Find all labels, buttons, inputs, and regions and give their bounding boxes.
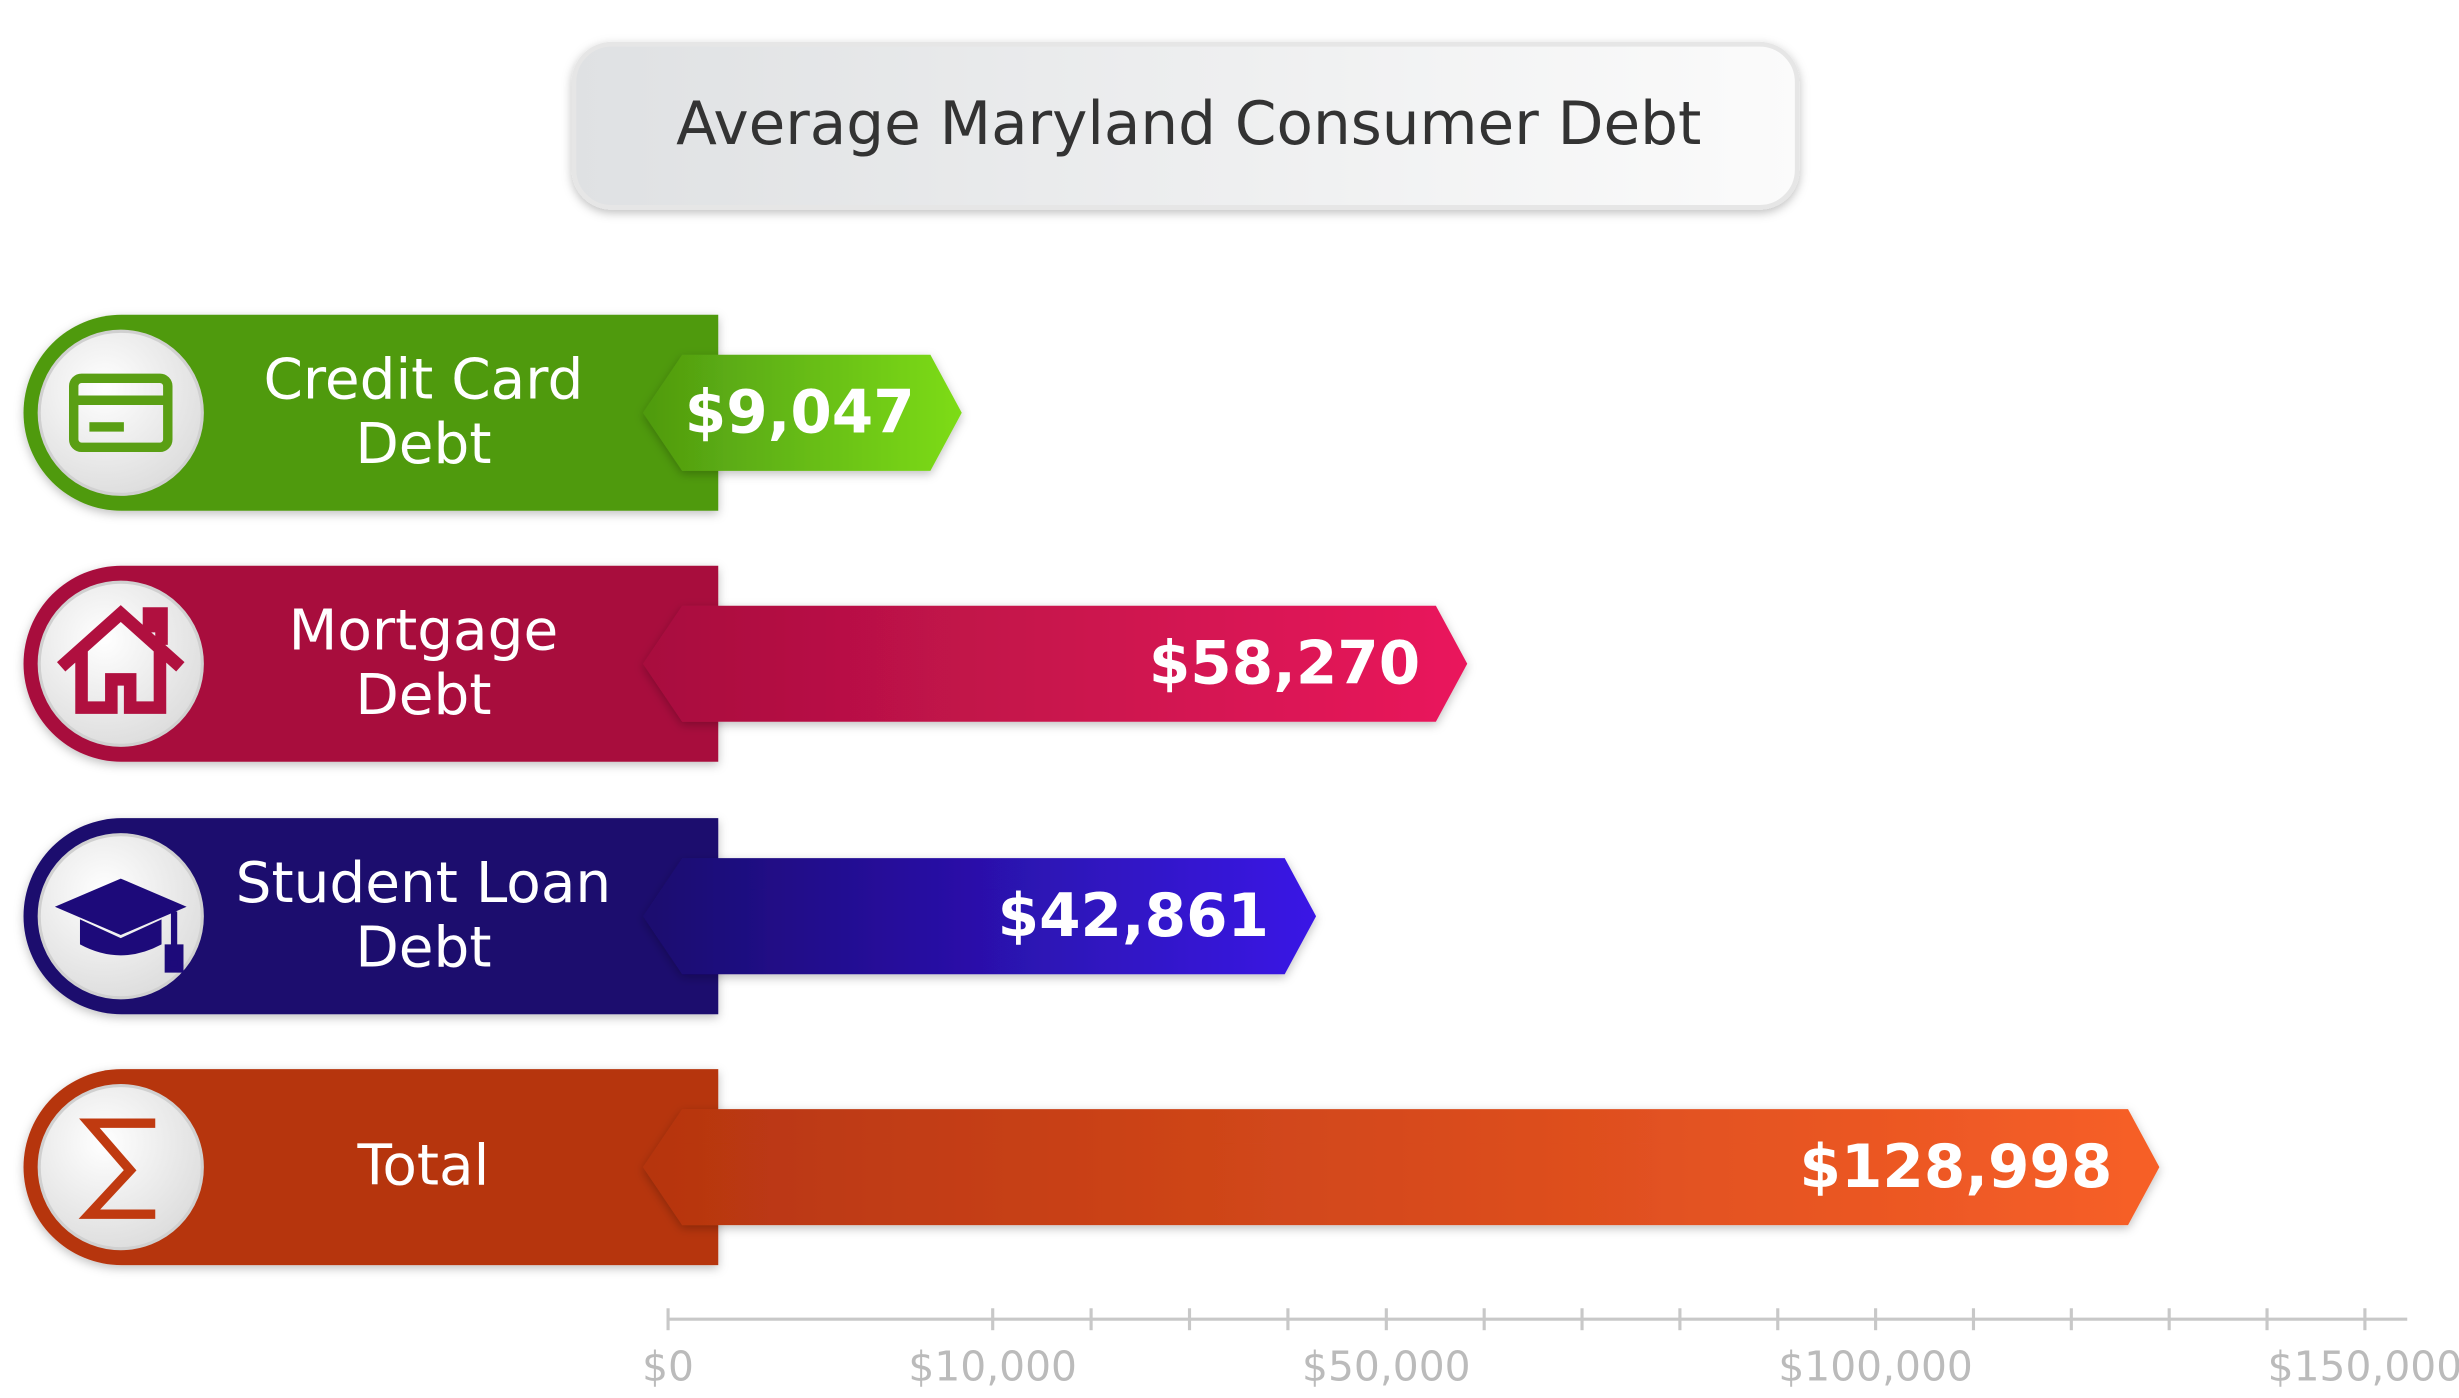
x-tick-label: $10,000 [908, 1342, 1077, 1390]
row: Total $128,998 [23, 1069, 2160, 1266]
chart-title: Average Maryland Consumer Debt [676, 90, 1701, 159]
label-pill [23, 314, 719, 511]
category-box: Credit Card Debt [263, 347, 584, 478]
icon [69, 373, 173, 453]
row: Student Loan Debt $42,861 [23, 818, 1317, 1015]
icon [79, 919, 162, 956]
x-tick-label: $50,000 [1302, 1342, 1471, 1390]
category-label: Student Loan Debt [235, 851, 612, 981]
label-pill [23, 1069, 719, 1266]
label-pill [23, 565, 719, 762]
row: Credit Card Debt $9,047 [23, 314, 962, 511]
value-label: $128,998 [1800, 1133, 2113, 1202]
category-box: Total [357, 1134, 490, 1199]
category-box: Mortgage Debt [288, 598, 559, 729]
label-pill [23, 818, 719, 1015]
row: Mortgage Debt $58,270 [23, 565, 1468, 762]
bar [642, 858, 1317, 975]
category-label: Credit Card Debt [263, 347, 584, 478]
category-label: Mortgage Debt [288, 598, 559, 729]
x-tick-label: $0 [642, 1342, 694, 1390]
bar [642, 354, 962, 471]
icon-circle [37, 329, 204, 496]
axis: $0 $10,000 $50,000 $100,000 $150,000 [642, 1308, 2459, 1390]
value-label: $42,861 [998, 882, 1269, 951]
icon [78, 1118, 156, 1219]
x-tick-label: $100,000 [1778, 1342, 1973, 1390]
category-box: Student Loan Debt [235, 851, 612, 981]
icon [56, 605, 185, 714]
icon [164, 911, 184, 973]
bar [642, 1109, 2160, 1226]
icon [54, 878, 187, 973]
icon [89, 422, 124, 432]
icon-circle [37, 1084, 204, 1251]
value-label: $9,047 [685, 379, 915, 448]
rows: Credit Card Debt $9,047 Mortgage Debt $58,2… [23, 314, 2160, 1266]
x-tick-label: $150,000 [2268, 1342, 2459, 1390]
bar [642, 605, 1468, 722]
icon [78, 1118, 156, 1219]
icon [56, 605, 185, 714]
title-box [571, 41, 1800, 210]
category-label: Total [357, 1134, 490, 1199]
icon [69, 373, 173, 453]
value-label: $58,270 [1149, 629, 1420, 698]
icon [54, 878, 187, 936]
